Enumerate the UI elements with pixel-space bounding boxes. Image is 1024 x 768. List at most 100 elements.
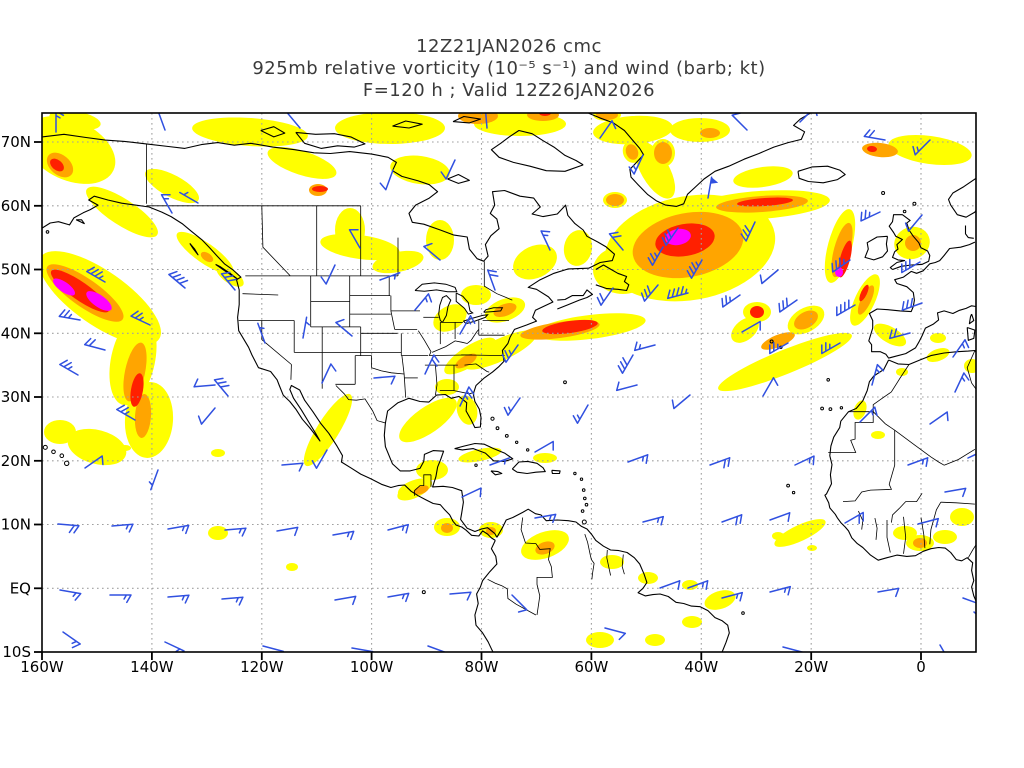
border-line [431, 329, 480, 353]
coastline [557, 289, 594, 310]
border-line [621, 554, 625, 575]
wind-barb [769, 512, 791, 522]
vorticity-contour [853, 400, 867, 420]
island-dot [42, 444, 48, 450]
vorticity-contour [461, 285, 491, 305]
vorticity-contour [433, 304, 467, 332]
coastline [888, 214, 931, 271]
wind-barb [863, 129, 886, 141]
vorticity-contour [492, 113, 532, 126]
vorticity-level-4 [52, 228, 843, 311]
border-line [874, 518, 878, 540]
border-line [872, 364, 910, 412]
wind-barb [888, 328, 911, 340]
island-dot [881, 191, 886, 195]
wind-barb [907, 457, 929, 467]
border-line [940, 501, 975, 505]
wind-barb [461, 487, 482, 498]
wind-barb [276, 526, 299, 537]
wind-barb [671, 394, 691, 410]
lakes [414, 282, 504, 325]
wind-barb [904, 214, 923, 232]
wind-barb [604, 627, 627, 641]
wind-barb [962, 597, 976, 612]
lake-outline [463, 314, 489, 325]
vorticity-contour [267, 147, 337, 179]
vorticity-contour [455, 353, 477, 369]
vorticity-contour [513, 244, 557, 280]
wind-barb [459, 386, 475, 407]
wind-barb [213, 377, 230, 397]
border-line [401, 355, 405, 375]
barb-pennant [710, 177, 719, 184]
vorticity-contour [134, 394, 152, 438]
wind-barb [286, 113, 301, 129]
coastline [215, 263, 239, 280]
political-borders [146, 143, 976, 616]
islands [42, 191, 917, 615]
vorticity-contour [42, 116, 116, 184]
vorticity-contour [654, 142, 672, 164]
wind-barb [721, 294, 741, 308]
wind-barb [939, 644, 945, 652]
coastline [454, 442, 514, 462]
island-dot [580, 509, 585, 513]
vorticity-contour [130, 373, 144, 407]
border-line [261, 205, 291, 277]
wind-barb [599, 120, 617, 139]
lat-tick-label: 70N [1, 133, 31, 151]
coastline [392, 120, 423, 129]
vorticity-contour [794, 310, 818, 330]
lat-tick-label: 20N [1, 452, 31, 470]
coastline [595, 264, 630, 292]
coastline [968, 313, 975, 325]
coastline [551, 469, 561, 475]
lat-tick-label: 50N [1, 261, 31, 279]
wind-barb [628, 154, 644, 175]
border-line [584, 533, 595, 580]
border-line [943, 448, 976, 466]
wind-barb [427, 645, 447, 652]
wind-barb [769, 341, 789, 355]
vorticity-contour [426, 220, 454, 260]
coastline [966, 326, 976, 341]
coastline [490, 129, 584, 172]
coastline [588, 113, 811, 207]
coastline [868, 241, 976, 359]
vorticity-contour [303, 393, 353, 467]
coastline [797, 165, 846, 184]
island-dot [51, 449, 56, 455]
vorticity-contour [527, 113, 559, 121]
coastline [947, 177, 976, 218]
border-line [261, 339, 292, 365]
vorticity-contour [913, 538, 927, 548]
vorticity-contour [704, 590, 736, 610]
island-dot [495, 426, 500, 431]
wind-barb [459, 315, 476, 335]
wind-barb [944, 487, 967, 498]
wind-barb [167, 594, 190, 604]
wind-barb [379, 272, 401, 281]
lon-tick-label: 20W [794, 658, 828, 676]
coastline [964, 225, 974, 239]
wind-barb [954, 372, 970, 393]
wind-barb [647, 246, 664, 266]
wind-barb [627, 454, 649, 464]
chart-title-line3: F=120 h ; Valid 12Z26JAN2026 [363, 80, 655, 101]
vorticity-contour [807, 545, 817, 551]
wind-barb [661, 227, 679, 246]
wind-barb [160, 194, 173, 214]
vorticity-contour [871, 431, 885, 439]
wind-barb [534, 513, 557, 524]
coastline [42, 195, 496, 541]
wind-barb [721, 514, 743, 526]
vorticity-contour [733, 166, 793, 188]
wind-barb [799, 113, 818, 123]
wind-barb [487, 269, 499, 291]
wind-barb [449, 591, 472, 601]
wind-barb [967, 453, 976, 459]
lon-tick-label: 100W [350, 658, 394, 676]
wind-barb [109, 594, 132, 604]
vorticity-contour [86, 291, 112, 311]
vorticity-contour [192, 117, 308, 147]
